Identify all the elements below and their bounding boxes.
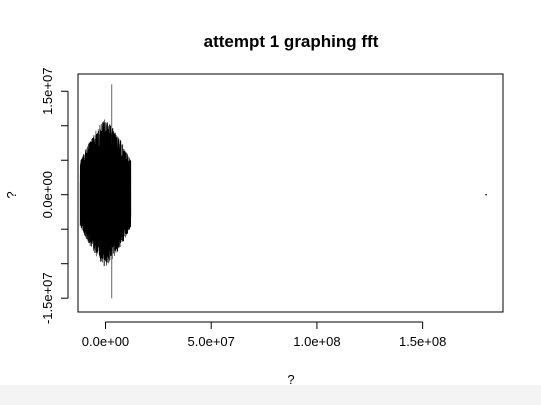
series-layer — [79, 84, 487, 299]
y-tick-label: -1.5e+07 — [40, 272, 55, 324]
y-axis: -1.5e+07 0.0e+00 1.5e+07 — [40, 68, 69, 324]
x-tick-label: 1.5e+08 — [399, 334, 446, 349]
y-tick-label: 0.0e+00 — [40, 171, 55, 218]
x-tick-label: 5.0e+07 — [188, 334, 235, 349]
x-tick-label: 1.0e+08 — [293, 334, 340, 349]
x-axis: 0.0e+00 5.0e+07 1.0e+08 1.5e+08 — [82, 321, 446, 349]
fft-chart: attempt 1 graphing fft -1.5e+07 0.0e+00 1.… — [4, 32, 504, 385]
plot-frame — [77, 73, 504, 313]
fft-outlier-point — [485, 193, 487, 196]
y-tick-label: 1.5e+07 — [40, 68, 55, 115]
x-axis-label: ? — [287, 372, 294, 385]
fft-series-line — [79, 84, 132, 299]
chart-area: attempt 1 graphing fft -1.5e+07 0.0e+00 1.… — [4, 32, 504, 385]
chart-title: attempt 1 graphing fft — [204, 32, 379, 51]
y-axis-label: ? — [4, 191, 19, 198]
x-tick-label: 0.0e+00 — [82, 334, 129, 349]
window-bottom-strip — [0, 385, 541, 405]
